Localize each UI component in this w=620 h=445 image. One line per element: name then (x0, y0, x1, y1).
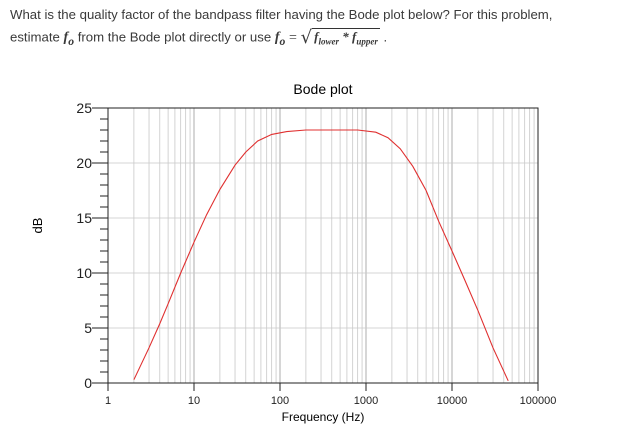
question-mid-text: from the Bode plot directly or use (77, 29, 272, 45)
sqrt-formula: √ flower * fupper (301, 26, 380, 50)
x-tick-label: 1000 (354, 395, 378, 407)
radicand: flower * fupper (312, 28, 380, 50)
x-tick-label: 1 (105, 395, 111, 407)
question-line-2: estimate fo from the Bode plot directly … (10, 26, 615, 48)
question-end: . (383, 29, 388, 45)
x-tick-label: 10 (188, 395, 200, 407)
y-tick-label: 20 (76, 155, 92, 171)
question-text: What is the quality factor of the bandpa… (10, 4, 615, 48)
equals-sign: = (289, 30, 297, 46)
y-tick-label: 15 (76, 210, 92, 226)
plot-frame (107, 107, 539, 384)
x-tick-label: 100000 (520, 395, 557, 407)
x-axis-label: Frequency (Hz) (282, 410, 365, 424)
grid (107, 107, 538, 384)
chart-title: Bode plot (293, 81, 352, 97)
x-axis: 1 10 100 1000 10000 100000 (105, 383, 556, 407)
question-line-1: What is the quality factor of the bandpa… (10, 7, 553, 22)
bode-curve (133, 129, 509, 382)
fo-symbol-formula: fo (274, 30, 286, 49)
bode-plot-chart: 0 5 10 15 20 25 1 10 100 1000 10000 100000 Bode pl… (30, 81, 556, 424)
y-tick-label: 10 (76, 265, 92, 281)
x-tick-label: 100 (271, 395, 289, 407)
y-tick-label: 0 (84, 375, 92, 391)
y-axis: 0 5 10 15 20 25 (76, 100, 108, 391)
fo-symbol: fo (63, 30, 75, 49)
y-tick-label: 25 (76, 100, 92, 116)
x-tick-label: 10000 (437, 395, 468, 407)
radical-sign: √ (300, 27, 313, 48)
y-tick-label: 5 (84, 320, 92, 336)
y-axis-label: dB (30, 218, 45, 234)
bode-figure: 0 5 10 15 20 25 1 10 100 1000 10000 100000 Bode pl… (0, 70, 620, 440)
estimate-word: estimate (10, 29, 60, 45)
